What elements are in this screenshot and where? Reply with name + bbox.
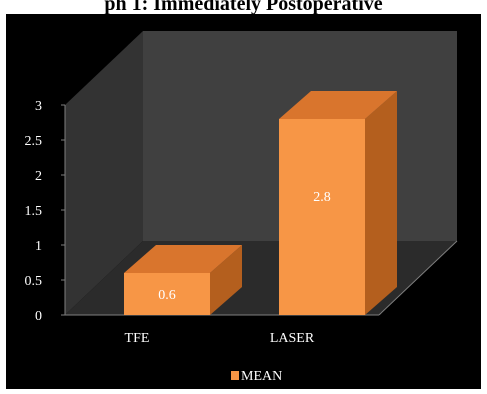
data-label: 2.8 [313, 190, 331, 205]
data-label: 0.6 [158, 288, 176, 303]
bar-front [124, 273, 210, 315]
side-wall [65, 31, 143, 315]
legend-swatch [231, 371, 239, 380]
y-tick-label: 1 [35, 239, 42, 254]
bar-chart-3d: 0 0.5 1 1.5 2 2.5 3 0.6 2.8 TFE LASER MEAN [25, 31, 458, 384]
category-label: TFE [125, 331, 150, 346]
category-label: LASER [270, 331, 315, 346]
legend-label: MEAN [241, 369, 282, 384]
y-tick-label: 0 [35, 309, 42, 324]
bar-top [124, 245, 242, 273]
y-axis: 0 0.5 1 1.5 2 2.5 3 [25, 99, 65, 324]
bar-tfe: 0.6 [124, 245, 242, 315]
bar-front [279, 119, 365, 315]
x-axis-categories: TFE LASER [125, 331, 315, 346]
floor-edge [378, 240, 458, 316]
bar-laser: 2.8 [279, 91, 397, 315]
bar-side [210, 245, 242, 315]
chart-title: ph 1: Immediately Postoperative [104, 0, 383, 15]
bar-top [279, 91, 397, 119]
legend: MEAN [231, 369, 282, 384]
bar-side [365, 91, 397, 315]
y-tick-label: 2.5 [25, 134, 43, 149]
y-tick-label: 1.5 [25, 204, 43, 219]
y-tick-label: 2 [35, 169, 42, 184]
y-tick-label: 0.5 [25, 274, 43, 289]
bars: 0.6 2.8 [124, 91, 397, 315]
chart-walls [64, 31, 458, 316]
chart-area: 0 0.5 1 1.5 2 2.5 3 0.6 2.8 TFE LASER MEAN [6, 14, 481, 389]
y-tick-label: 3 [35, 99, 42, 114]
